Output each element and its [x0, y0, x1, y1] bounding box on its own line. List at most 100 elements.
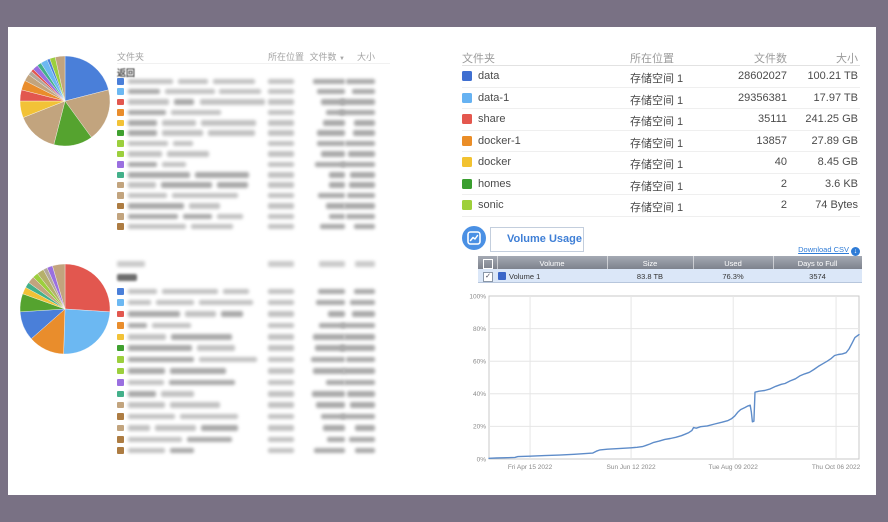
select-all-checkbox[interactable]	[483, 259, 493, 269]
header-days-to-full[interactable]: Days to Full	[797, 259, 838, 268]
back-link[interactable]: 返回	[117, 68, 136, 78]
header-folder[interactable]: 文件夹	[462, 53, 495, 65]
blurred-folder-row[interactable]	[117, 180, 390, 190]
blurred-folder-row[interactable]	[117, 286, 390, 297]
svg-text:Fri Apr 15 2022: Fri Apr 15 2022	[508, 464, 553, 471]
blurred-folder-row[interactable]	[117, 170, 390, 180]
blurred-count	[323, 425, 345, 431]
header-size[interactable]: Size	[642, 259, 658, 268]
blurred-folder-row[interactable]	[117, 332, 390, 343]
blurred-location	[268, 368, 294, 374]
blurred-text	[162, 288, 218, 294]
folder-color-swatch	[462, 114, 472, 124]
blurred-folder-row[interactable]	[117, 221, 390, 231]
blurred-text	[199, 299, 253, 306]
header-used[interactable]: Used	[724, 259, 742, 268]
blurred-folder-row[interactable]	[117, 366, 390, 377]
folder-color-swatch	[462, 200, 472, 210]
volume-days-to-full: 3574	[809, 271, 826, 281]
blurred-folder-row[interactable]	[117, 149, 390, 159]
blurred-folder-row[interactable]	[117, 159, 390, 169]
blurred-folder-row[interactable]	[117, 423, 390, 434]
header-volume[interactable]: Volume	[539, 259, 565, 268]
blurred-text	[128, 425, 150, 431]
folder-color-swatch	[462, 135, 472, 146]
svg-text:0%: 0%	[477, 456, 487, 463]
blurred-folder-row[interactable]	[117, 343, 390, 354]
folder-color-swatch	[117, 379, 124, 386]
blurred-folder-row[interactable]	[117, 107, 390, 117]
volume-row[interactable]: ✓ Volume 1 83.8 TB 76.3% 3574	[478, 269, 862, 283]
blurred-folder-row[interactable]	[117, 76, 390, 86]
blurred-folder-row[interactable]	[117, 309, 390, 320]
header-location[interactable]: 所在位置	[268, 52, 305, 62]
blurred-size	[344, 203, 375, 209]
blurred-text	[128, 88, 160, 95]
download-icon[interactable]: ↓	[851, 247, 860, 256]
header-folder[interactable]: 文件夹	[117, 52, 145, 62]
blurred-count	[317, 130, 345, 136]
folder-color-swatch	[462, 71, 472, 81]
folder-color-swatch	[117, 424, 124, 432]
folder-filecount: 29356381	[738, 91, 787, 104]
blurred-text	[161, 391, 194, 397]
blurred-size	[344, 334, 375, 340]
folder-row[interactable]: share 存储空间 1 35111 241.25 GB	[462, 109, 860, 131]
header-filecount[interactable]: 文件数	[754, 53, 787, 65]
blurred-folder-row[interactable]	[117, 389, 390, 400]
blurred-location	[268, 223, 294, 230]
blurred-folder-row[interactable]	[117, 201, 390, 211]
blurred-folder-row[interactable]	[117, 400, 390, 411]
blurred-count	[314, 447, 345, 454]
header-location[interactable]: 所在位置	[630, 53, 674, 65]
blurred-folder-row[interactable]	[117, 138, 390, 148]
back-link-blurred[interactable]	[117, 274, 137, 281]
blurred-folder-row[interactable]	[117, 211, 390, 221]
blurred-folder-row[interactable]	[117, 190, 390, 200]
folder-row[interactable]: homes 存储空间 1 2 3.6 KB	[462, 174, 860, 195]
sort-desc-icon: ▼	[339, 56, 345, 62]
download-csv-link[interactable]: Download CSV	[798, 245, 849, 254]
folder-color-swatch	[117, 202, 124, 210]
blurred-text	[195, 172, 249, 178]
folder-size: 3.6 KB	[824, 177, 858, 190]
blurred-folder-row[interactable]	[117, 128, 390, 138]
folder-color-swatch	[117, 447, 124, 454]
folder-row[interactable]: docker 存储空间 1 40 8.45 GB	[462, 152, 860, 174]
blurred-text	[128, 299, 151, 306]
blurred-count	[321, 99, 345, 105]
folder-color-swatch	[117, 322, 124, 329]
volume-name: Volume 1	[509, 271, 541, 281]
blurred-folder-row[interactable]	[117, 320, 390, 331]
volume-checkbox[interactable]: ✓	[483, 271, 493, 282]
header-size[interactable]: 大小	[356, 52, 375, 62]
blurred-folder-row[interactable]	[117, 445, 390, 456]
blurred-location	[268, 213, 294, 220]
blurred-location	[268, 334, 294, 340]
blurred-folder-row[interactable]	[117, 118, 390, 128]
blurred-folder-row[interactable]	[117, 297, 390, 308]
blurred-text	[165, 88, 215, 95]
folder-color-swatch	[117, 161, 124, 168]
folder-row[interactable]: data-1 存储空间 1 29356381 17.97 TB	[462, 88, 860, 109]
blurred-folder-row[interactable]	[117, 97, 390, 107]
folder-location: 存储空间 1	[630, 137, 684, 150]
volume-usage-tab[interactable]: Volume Usage	[490, 227, 584, 252]
blurred-folder-row[interactable]	[117, 377, 390, 388]
blurred-size	[346, 356, 375, 363]
folder-row[interactable]: data 存储空间 1 28602027 100.21 TB	[462, 66, 860, 88]
blurred-count	[318, 192, 345, 199]
blurred-location	[268, 192, 294, 199]
header-size[interactable]: 大小	[836, 53, 858, 65]
blurred-folder-row[interactable]	[117, 354, 390, 365]
blurred-folder-row[interactable]	[117, 411, 390, 422]
blurred-folder-row[interactable]	[117, 434, 390, 445]
blurred-folder-row[interactable]	[117, 86, 390, 96]
header-filecount[interactable]: 文件数 ▼	[309, 52, 345, 62]
blurred-text	[185, 311, 216, 317]
blurred-size	[349, 436, 375, 443]
blurred-size	[350, 172, 375, 178]
folder-row[interactable]: docker-1 存储空间 1 13857 27.89 GB	[462, 131, 860, 152]
folder-filecount: 2	[780, 177, 787, 190]
folder-row[interactable]: sonic 存储空间 1 2 74 Bytes	[462, 195, 860, 217]
